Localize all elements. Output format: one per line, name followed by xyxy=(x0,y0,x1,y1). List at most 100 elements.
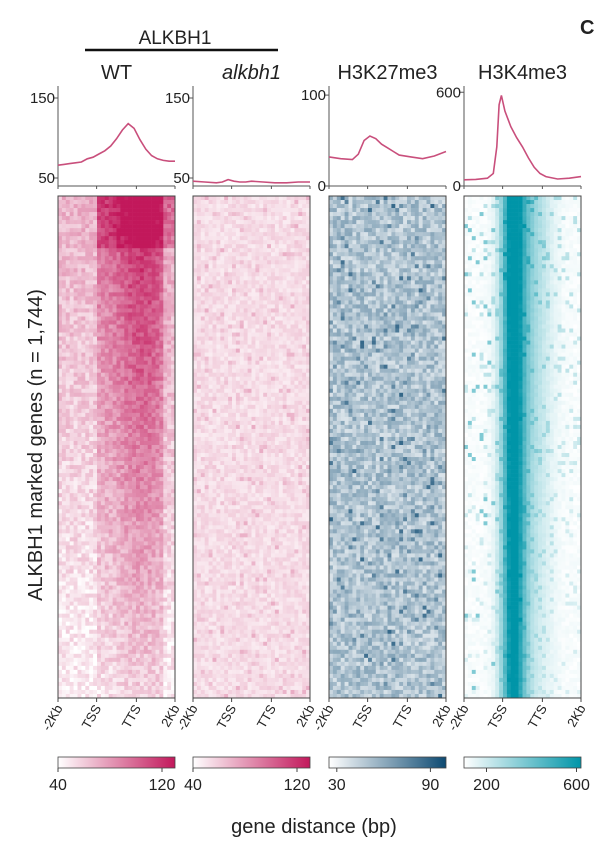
heatmap-cell xyxy=(271,324,276,329)
heatmap-cell xyxy=(196,276,202,281)
heatmap-cell xyxy=(259,332,264,337)
heatmap-cell xyxy=(163,368,168,374)
heatmap-cell xyxy=(85,617,90,622)
heatmap-cell xyxy=(294,300,299,305)
heatmap-cell xyxy=(147,372,152,378)
heatmap-cell xyxy=(69,208,74,213)
heatmap-cell xyxy=(163,517,168,522)
heatmap-cell xyxy=(120,272,125,277)
heatmap-cell xyxy=(220,308,225,313)
heatmap-cell xyxy=(220,280,225,285)
heatmap-cell xyxy=(120,332,125,337)
heatmap-cell xyxy=(306,324,311,329)
heatmap-cell xyxy=(124,601,129,606)
heatmap-cell xyxy=(286,304,291,309)
heatmap-cell xyxy=(155,356,160,361)
heatmap-cell xyxy=(132,693,137,699)
heatmap-cell xyxy=(97,376,102,382)
heatmap-cell xyxy=(108,637,113,643)
heatmap-cell xyxy=(85,328,90,333)
heatmap-cell xyxy=(112,633,117,639)
heatmap-cell xyxy=(100,585,106,590)
heatmap-cell xyxy=(81,380,86,386)
heatmap-cell xyxy=(97,661,102,667)
heatmap-cell xyxy=(193,208,198,213)
heatmap-cell xyxy=(143,368,148,374)
heatmap-cell xyxy=(108,240,113,245)
heatmap-cell xyxy=(85,609,90,614)
heatmap-cell xyxy=(93,681,98,687)
heatmap-cell xyxy=(81,316,86,321)
heatmap-cell xyxy=(132,529,137,534)
heatmap-cell xyxy=(159,449,164,454)
heatmap-cell xyxy=(139,380,145,386)
colorbar xyxy=(57,756,176,769)
heatmap-cell xyxy=(61,248,67,253)
heatmap-cell xyxy=(167,609,172,614)
heatmap-cell xyxy=(124,609,129,614)
heatmap-cell xyxy=(143,469,148,474)
heatmap-cell xyxy=(136,505,141,510)
heatmap-cell xyxy=(167,340,172,345)
heatmap-cell xyxy=(243,196,248,201)
heatmap-cell xyxy=(61,332,67,337)
heatmap-cell xyxy=(306,220,311,225)
heatmap-cell xyxy=(208,284,213,289)
heatmap-cell xyxy=(147,236,152,241)
heatmap-cell xyxy=(128,501,133,506)
heatmap-cell xyxy=(77,232,82,237)
heatmap-cell xyxy=(278,256,283,261)
heatmap-cell xyxy=(104,404,109,410)
heatmap-cell xyxy=(139,404,145,410)
heatmap-cell xyxy=(58,601,63,606)
heatmap-cell xyxy=(139,368,145,374)
heatmap-cell xyxy=(143,689,148,695)
heatmap-cell xyxy=(216,248,221,253)
heatmap-cell xyxy=(139,416,145,422)
heatmap-cell xyxy=(112,420,117,426)
heatmap-cell xyxy=(147,356,152,361)
heatmap-cell xyxy=(286,232,291,237)
heatmap-cell xyxy=(69,400,74,406)
heatmap-cell xyxy=(124,633,129,639)
heatmap-cell xyxy=(58,432,63,438)
heatmap-cell xyxy=(128,224,133,229)
heatmap-cell xyxy=(65,653,70,659)
heatmap-cell xyxy=(93,364,98,369)
heatmap-cell xyxy=(120,449,125,454)
heatmap-cell xyxy=(136,593,141,598)
heatmap-cell xyxy=(120,248,125,253)
heatmap-cell xyxy=(286,200,291,205)
heatmap-cell xyxy=(224,196,229,201)
heatmap-cell xyxy=(228,240,233,245)
heatmap-cell xyxy=(193,288,198,293)
heatmap-cell xyxy=(259,268,264,273)
heatmap-cell xyxy=(143,629,148,635)
heatmap-cell xyxy=(112,440,117,446)
heatmap-cell xyxy=(143,537,148,542)
heatmap-cell xyxy=(147,673,152,679)
heatmap-cell xyxy=(128,565,133,570)
heatmap-cell xyxy=(69,597,74,602)
heatmap-cell xyxy=(116,324,121,329)
heatmap-cell xyxy=(104,641,109,647)
heatmap-cell xyxy=(112,585,117,590)
heatmap-cell xyxy=(73,400,78,406)
heatmap-cell xyxy=(228,304,233,309)
heatmap-cell xyxy=(151,469,156,474)
heatmap-cell xyxy=(171,216,176,221)
heatmap-cell xyxy=(151,248,156,253)
heatmap-cell xyxy=(81,372,86,378)
heatmap-cell xyxy=(132,653,137,659)
heatmap-cell xyxy=(132,517,137,522)
heatmap-cell xyxy=(167,344,172,349)
heatmap-cell xyxy=(251,284,256,289)
heatmap-cell xyxy=(159,477,164,482)
heatmap-cell xyxy=(132,308,137,313)
heatmap-cell xyxy=(167,601,172,606)
heatmap-cell xyxy=(124,196,129,201)
heatmap-cell xyxy=(112,300,117,305)
heatmap-cell xyxy=(81,545,86,550)
heatmap-cell xyxy=(155,372,160,378)
